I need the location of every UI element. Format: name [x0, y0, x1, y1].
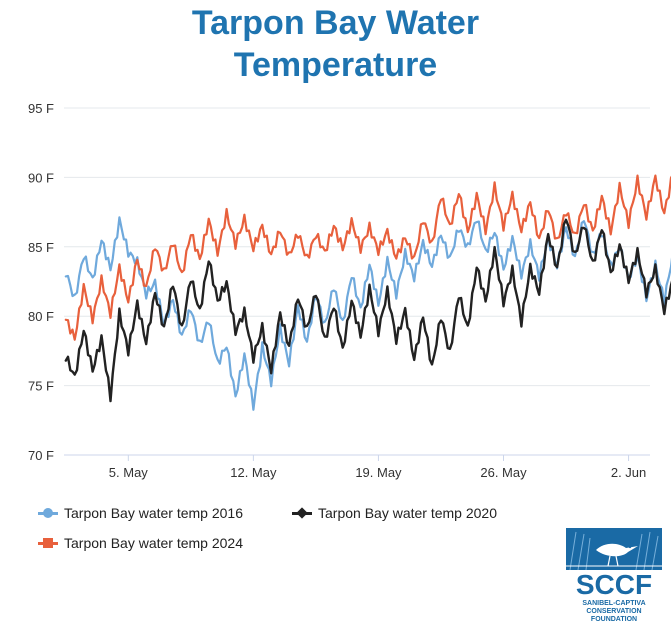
series-2016-line [64, 216, 671, 411]
grid-lines [64, 107, 650, 456]
sccf-logo-subtext: SANIBEL-CAPTIVA CONSERVATION FOUNDATION [566, 600, 662, 624]
sccf-logo-text: SCCF [575, 569, 653, 600]
y-tick-label: 75 F [28, 379, 54, 394]
y-tick-label: 90 F [28, 170, 54, 185]
y-tick-label: 95 F [28, 101, 54, 116]
legend-symbol-2020 [292, 506, 312, 520]
series-group [64, 174, 671, 411]
x-tick-label: 12. May [230, 465, 277, 480]
x-tick-label: 5. May [109, 465, 149, 480]
x-tick-label: 2. Jun [611, 465, 646, 480]
series-2024-line [64, 174, 671, 341]
legend-label-2016: Tarpon Bay water temp 2016 [64, 505, 243, 521]
chart-title-line-2: Temperature [233, 46, 438, 84]
series-2020-line [64, 218, 671, 403]
legend-label-2024: Tarpon Bay water temp 2024 [64, 535, 243, 551]
y-tick-label: 85 F [28, 240, 54, 255]
x-tick-label: 26. May [480, 465, 527, 480]
y-tick-label: 70 F [28, 448, 54, 463]
sccf-logo-bird-icon [566, 528, 662, 570]
sccf-logo-subtext-1: SANIBEL-CAPTIVA [582, 600, 646, 607]
x-tick-label: 19. May [355, 465, 402, 480]
legend-symbol-2024 [38, 536, 58, 550]
legend-item-2020[interactable]: Tarpon Bay water temp 2020 [292, 500, 497, 526]
sccf-logo: SCCF SANIBEL-CAPTIVA CONSERVATION FOUNDA… [566, 528, 662, 623]
y-tick-label: 80 F [28, 309, 54, 324]
sccf-logo-subtext-2: CONSERVATION FOUNDATION [586, 608, 642, 623]
legend-item-2024[interactable]: Tarpon Bay water temp 2024 [38, 530, 243, 556]
chart-title: Tarpon Bay Water Temperature [0, 2, 671, 86]
chart-title-line-1: Tarpon Bay Water [191, 4, 480, 42]
x-axis: 5. May 12. May 19. May 26. May 2. Jun [64, 454, 650, 480]
legend-item-2016[interactable]: Tarpon Bay water temp 2016 [38, 500, 243, 526]
legend-symbol-2016 [38, 506, 58, 520]
legend-label-2020: Tarpon Bay water temp 2020 [318, 505, 497, 521]
y-axis: 70 F 75 F 80 F 85 F 90 F 95 F [28, 101, 54, 463]
